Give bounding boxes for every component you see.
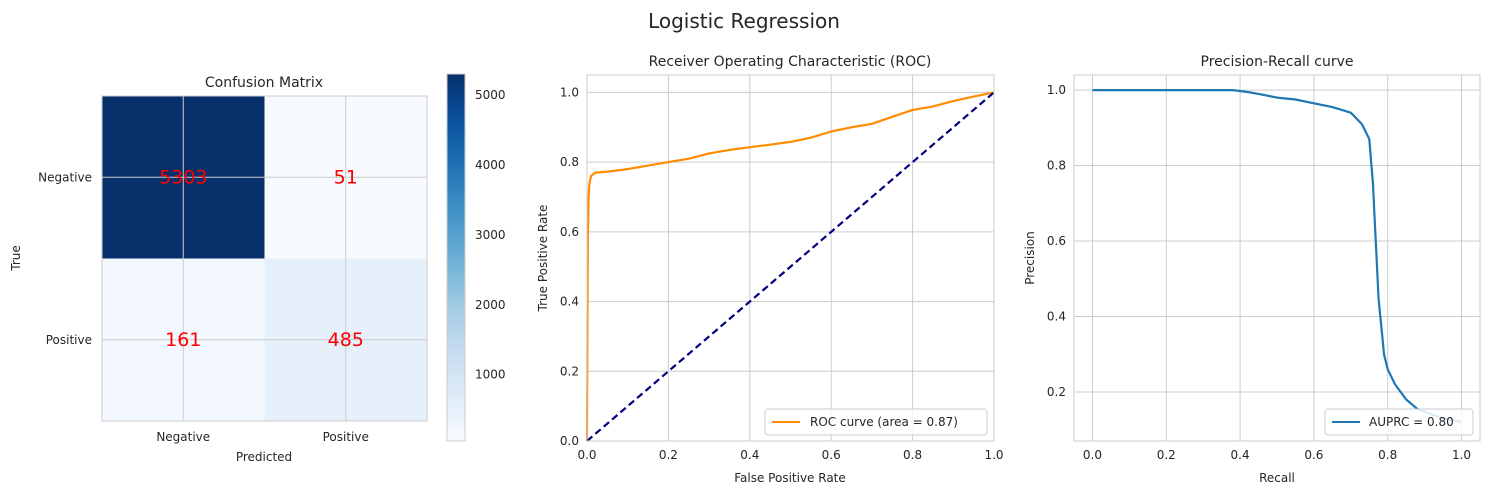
colorbar [446, 73, 466, 442]
confusion-matrix-cells [102, 96, 427, 421]
cm-y-tick-label: Negative [38, 170, 92, 184]
colorbar-ticks: 1000 2000 3000 4000 5000 [475, 88, 506, 382]
cm-x-tick-label: Positive [323, 430, 369, 444]
roc-y-tick-label: 1.0 [560, 85, 579, 99]
pr-x-tick-label: 1.0 [1452, 448, 1471, 462]
pr-legend-box [1324, 408, 1474, 436]
roc-x-tick-label: 0.0 [577, 448, 596, 462]
pr-y-tick-label: 0.8 [1047, 159, 1066, 173]
confusion-matrix-ylabel: True [9, 245, 23, 272]
roc-legend-label: ROC curve (area = 0.87) [810, 415, 958, 429]
roc-y-tick-label: 0.2 [560, 364, 579, 378]
colorbar-tick-label: 4000 [475, 158, 506, 172]
roc-legend-box [764, 408, 988, 436]
colorbar-tick-label: 5000 [475, 88, 506, 102]
pr-x-tick-label: 0.0 [1083, 448, 1102, 462]
colorbar-tick-label: 1000 [475, 368, 506, 382]
roc-curve [585, 91, 995, 442]
cm-value-label: 5303 [159, 166, 207, 188]
pr-ticks: 0.0 0.2 0.4 0.6 0.8 1.0 0.2 0.4 0.6 0.8 1.0 [1047, 83, 1471, 462]
cm-value-label: 161 [165, 329, 201, 351]
roc-x-tick-label: 1.0 [984, 448, 1003, 462]
pr-grid [1074, 75, 1480, 441]
figure-title: Logistic Regression [648, 9, 840, 33]
roc-xlabel: False Positive Rate [734, 471, 846, 485]
pr-y-tick-label: 1.0 [1047, 83, 1066, 97]
roc-y-tick-label: 0.4 [560, 295, 579, 309]
cm-value-label: 51 [334, 166, 358, 188]
roc-frame [586, 74, 995, 442]
pr-frame [1073, 74, 1481, 442]
colorbar-tick-label: 3000 [475, 228, 506, 242]
pr-y-tick-label: 0.4 [1047, 309, 1066, 323]
roc-grid [586, 75, 995, 442]
pr-y-tick-label: 0.2 [1047, 385, 1066, 399]
roc-ylabel: True Positive Rate [536, 205, 550, 313]
pr-ylabel: Precision [1023, 231, 1037, 285]
roc-x-tick-label: 0.8 [903, 448, 922, 462]
pr-legend: AUPRC = 0.80 [1324, 408, 1474, 436]
roc-y-tick-label: 0.0 [560, 434, 579, 448]
pr-title: Precision-Recall curve [1201, 54, 1354, 70]
roc-x-tick-label: 0.4 [740, 448, 759, 462]
confusion-matrix-grid [102, 96, 427, 421]
pr-legend-label: AUPRC = 0.80 [1369, 415, 1454, 429]
confusion-matrix-panel: Confusion Matrix Negative Negative Positiv… [9, 73, 506, 464]
pr-x-tick-label: 0.2 [1157, 448, 1176, 462]
pr-xlabel: Recall [1259, 471, 1295, 485]
pr-x-tick-label: 0.4 [1231, 448, 1250, 462]
confusion-matrix-xlabel: Predicted [236, 450, 292, 464]
cm-value-label: 485 [328, 329, 364, 351]
roc-diagonal-line [586, 91, 995, 442]
roc-legend: ROC curve (area = 0.87) [764, 408, 988, 436]
pr-x-tick-label: 0.6 [1304, 448, 1323, 462]
confusion-matrix-title: Confusion Matrix [205, 75, 323, 91]
cm-x-tick-label: Negative [156, 430, 210, 444]
pr-x-tick-label: 0.8 [1378, 448, 1397, 462]
pr-y-tick-label: 0.6 [1047, 234, 1066, 248]
roc-x-tick-label: 0.2 [659, 448, 678, 462]
confusion-matrix-labels: Negative Negative Positive Positive 5303 51 16… [38, 166, 369, 444]
roc-title: Receiver Operating Characteristic (ROC) [649, 54, 932, 70]
colorbar-tick-label: 2000 [475, 298, 506, 312]
roc-panel: Receiver Operating Characteristic (ROC) … [536, 54, 1004, 485]
roc-y-tick-label: 0.8 [560, 155, 579, 169]
confusion-matrix-frame [101, 95, 428, 422]
roc-y-tick-label: 0.6 [560, 225, 579, 239]
pr-panel: Precision-Recall curve 0.0 0.2 0.4 0.6 0.8 1.… [1023, 54, 1481, 485]
pr-lines [1092, 88, 1462, 424]
pr-curve [1092, 88, 1462, 424]
roc-x-tick-label: 0.6 [822, 448, 841, 462]
roc-lines [585, 91, 995, 442]
cm-y-tick-label: Positive [46, 333, 92, 347]
roc-ticks: 0.0 0.2 0.4 0.6 0.8 1.0 0.0 0.2 0.4 0.6 0.8 1.0 [560, 85, 1004, 462]
